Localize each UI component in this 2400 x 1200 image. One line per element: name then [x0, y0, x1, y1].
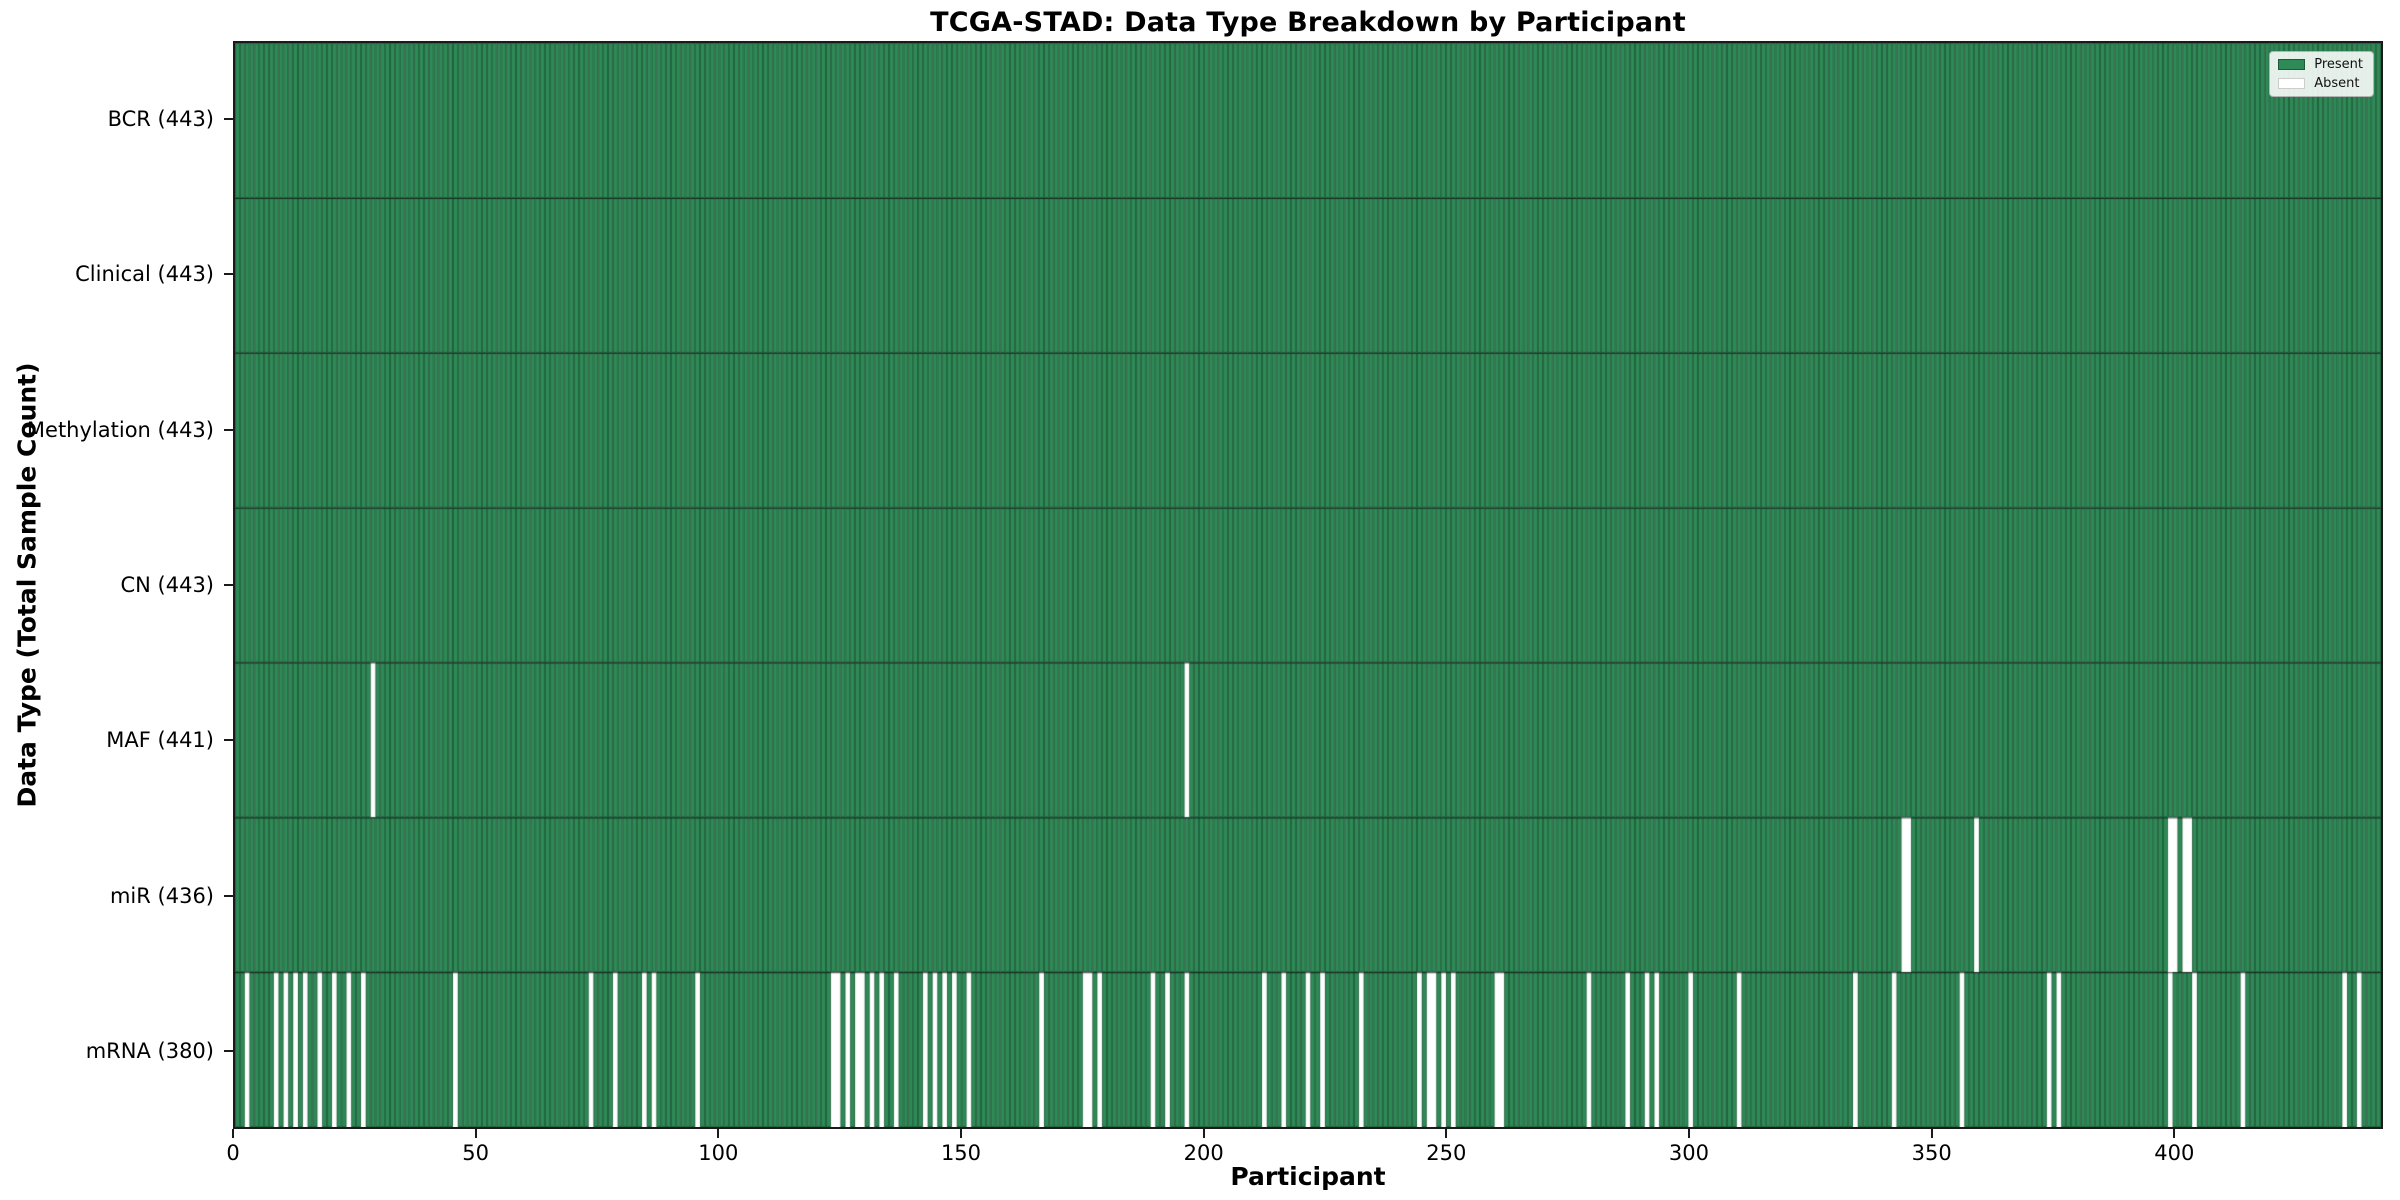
x-tick-label: 100 [698, 1141, 739, 1165]
x-tick-label: 150 [940, 1141, 982, 1165]
y-tick-mark [224, 739, 233, 742]
y-tick-label: miR (436) [109, 883, 214, 908]
x-axis-label: Participant [1230, 1162, 1386, 1191]
heatmap-canvas [235, 43, 2381, 1127]
plot-area: Present Absent [233, 41, 2383, 1129]
x-tick-mark [1202, 1129, 1205, 1138]
x-tick-mark [717, 1129, 720, 1138]
legend-item-absent: Absent [2278, 77, 2363, 90]
x-tick-mark [2173, 1129, 2176, 1138]
x-tick-mark [1687, 1129, 1690, 1138]
legend-item-present: Present [2278, 58, 2363, 71]
y-tick-mark [224, 273, 233, 276]
y-tick-label: Methylation (443) [26, 417, 214, 442]
legend-label-absent: Absent [2314, 76, 2360, 91]
x-tick-mark [959, 1129, 962, 1138]
y-tick-label: Clinical (443) [75, 262, 214, 287]
y-tick-mark [224, 894, 233, 897]
x-tick-label: 300 [1668, 1141, 1710, 1165]
x-tick-label: 0 [226, 1141, 240, 1165]
y-tick-label: BCR (443) [107, 106, 214, 131]
y-tick-label: MAF (441) [106, 728, 214, 753]
y-tick-mark [224, 584, 233, 586]
legend-label-present: Present [2314, 57, 2363, 72]
x-tick-mark [1930, 1129, 1933, 1138]
y-tick-mark [224, 117, 233, 120]
legend: Present Absent [2269, 51, 2374, 97]
x-tick-label: 350 [1911, 1141, 1952, 1165]
x-tick-label: 50 [462, 1141, 490, 1165]
x-tick-mark [474, 1129, 477, 1138]
x-tick-label: 200 [1183, 1141, 1224, 1165]
y-tick-label: CN (443) [120, 573, 214, 597]
present-swatch [2278, 59, 2306, 70]
x-tick-mark [1445, 1129, 1448, 1138]
x-tick-mark [232, 1129, 234, 1138]
chart-title: TCGA-STAD: Data Type Breakdown by Partic… [930, 7, 1686, 38]
y-tick-mark [224, 428, 233, 431]
x-tick-label: 250 [1426, 1141, 1467, 1165]
x-tick-label: 400 [2154, 1141, 2195, 1165]
y-tick-label: mRNA (380) [85, 1039, 214, 1064]
y-tick-mark [224, 1050, 233, 1053]
absent-swatch [2278, 78, 2306, 89]
